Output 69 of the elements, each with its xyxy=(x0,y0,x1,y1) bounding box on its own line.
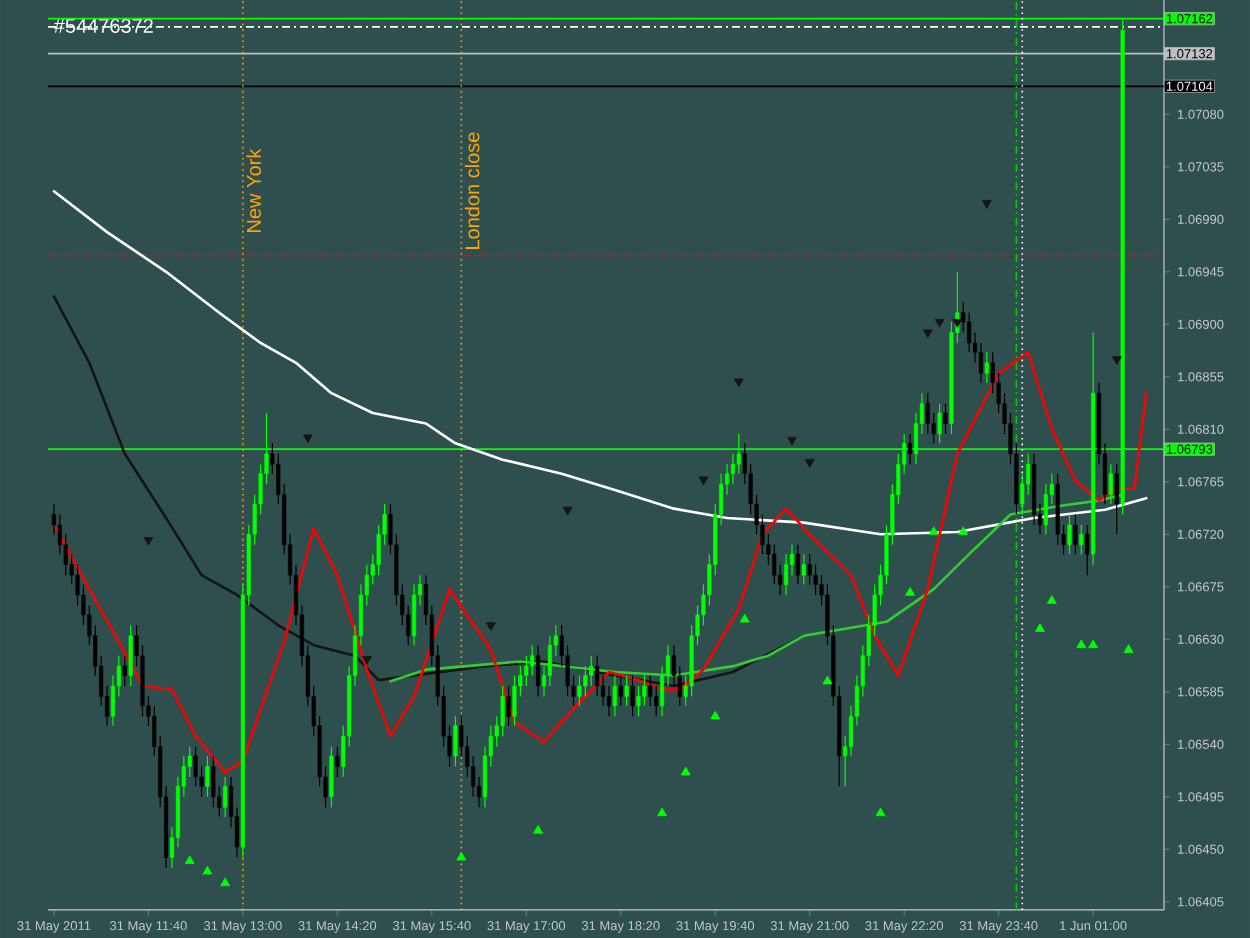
point xyxy=(981,200,992,209)
point xyxy=(456,851,467,861)
point xyxy=(485,622,496,631)
candlestick xyxy=(943,403,948,435)
point xyxy=(922,329,933,339)
candlestick xyxy=(1073,513,1078,555)
point xyxy=(220,877,231,887)
candlestick xyxy=(1067,513,1072,555)
candlestick xyxy=(1114,463,1119,535)
point xyxy=(1035,623,1045,632)
point xyxy=(952,318,963,328)
candlestick xyxy=(784,553,789,596)
candlestick xyxy=(205,755,210,798)
candlestick xyxy=(412,583,417,646)
point xyxy=(1088,639,1099,649)
candlestick xyxy=(128,624,133,687)
point xyxy=(875,807,886,817)
point xyxy=(1123,644,1134,653)
candlestick xyxy=(1085,524,1090,576)
point xyxy=(733,378,744,388)
candlestick xyxy=(506,685,511,727)
candlestick xyxy=(937,403,942,444)
point xyxy=(184,855,195,864)
point xyxy=(361,656,372,665)
point xyxy=(562,506,573,516)
point xyxy=(143,537,154,546)
candlestick xyxy=(335,746,340,778)
line-series xyxy=(389,493,1124,683)
point xyxy=(302,434,313,444)
point xyxy=(958,526,969,535)
candlestick xyxy=(577,674,582,707)
point xyxy=(202,865,213,875)
candlestick xyxy=(618,674,623,707)
ref-line-label: New York xyxy=(246,148,261,232)
point xyxy=(1046,595,1057,604)
point xyxy=(928,526,939,535)
candlestick xyxy=(795,544,800,586)
point xyxy=(822,675,833,685)
candlestick xyxy=(624,674,629,707)
candlestick xyxy=(223,776,228,818)
candlestick xyxy=(329,746,334,808)
candlestick xyxy=(536,644,541,698)
candlestick xyxy=(512,674,517,727)
candlestick xyxy=(612,674,617,717)
annotation: #54476372 xyxy=(53,18,153,33)
candlestick xyxy=(801,553,806,586)
candlestick xyxy=(595,655,600,698)
point xyxy=(905,587,915,596)
point xyxy=(710,710,721,720)
candlestick xyxy=(925,392,930,435)
candlestick xyxy=(122,655,127,687)
point xyxy=(657,807,667,817)
point xyxy=(1111,356,1122,365)
candlestick xyxy=(1108,463,1113,505)
point xyxy=(739,613,750,623)
point xyxy=(698,476,709,486)
point xyxy=(787,436,797,446)
candlestick xyxy=(1079,524,1084,555)
candlestick xyxy=(984,351,989,384)
point xyxy=(680,766,691,776)
line-series xyxy=(52,351,1148,774)
candlestick xyxy=(453,715,458,768)
candlestick xyxy=(630,674,635,717)
point xyxy=(804,458,815,468)
point xyxy=(1076,639,1087,649)
point xyxy=(533,825,543,834)
point xyxy=(934,318,945,328)
candlestick xyxy=(908,433,913,465)
ref-line-label: London close xyxy=(464,132,480,249)
